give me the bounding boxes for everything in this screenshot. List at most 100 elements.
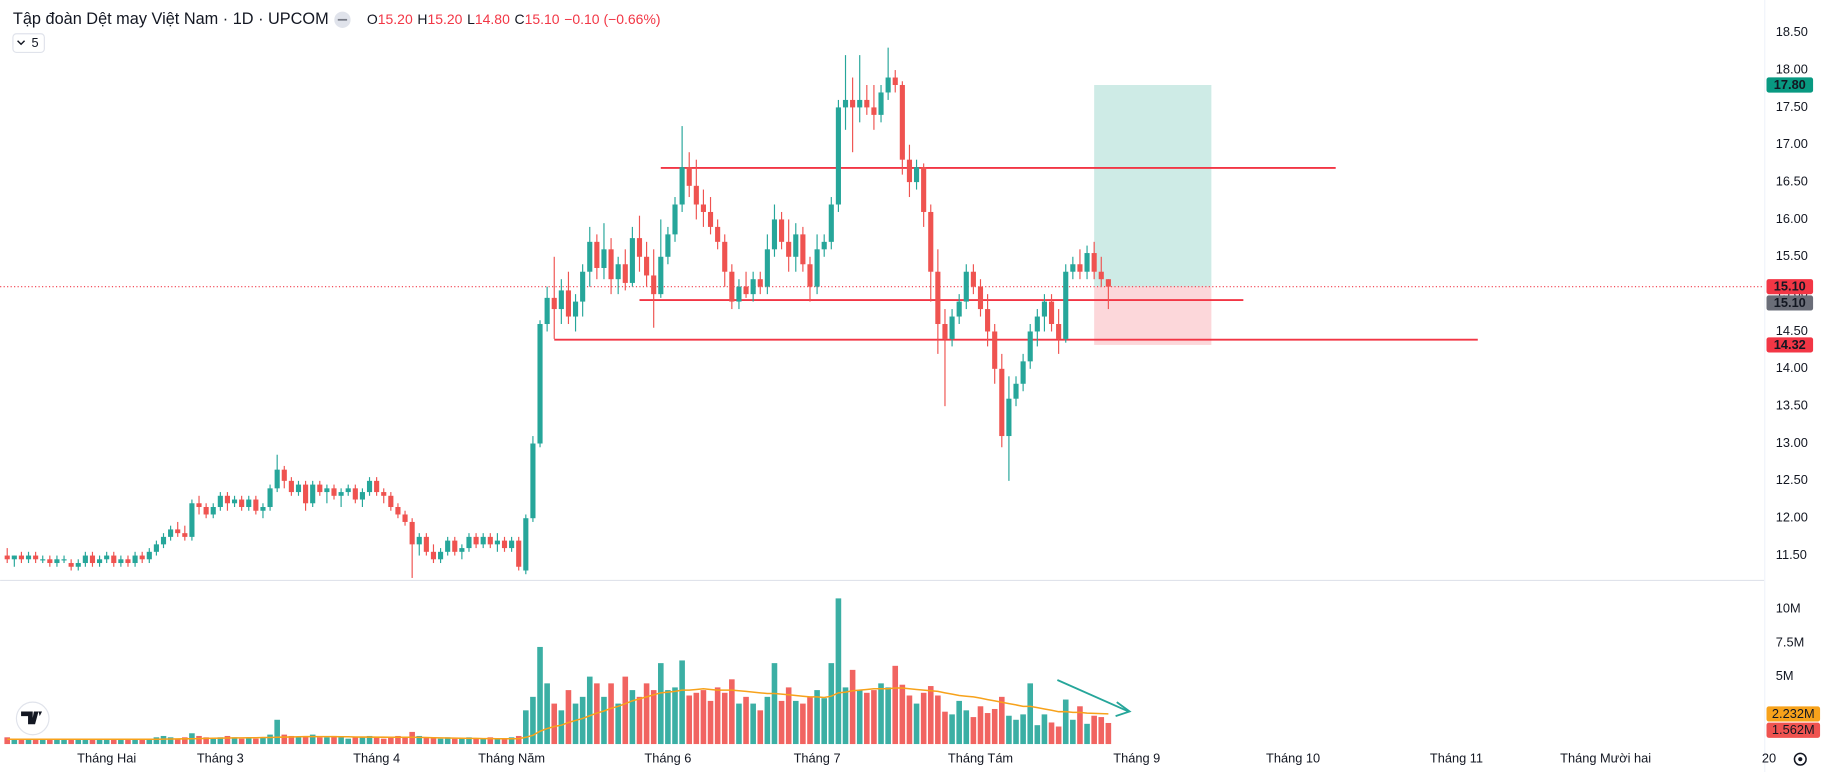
candle-body bbox=[118, 559, 124, 564]
volume-bar bbox=[871, 690, 877, 745]
candle-body bbox=[608, 249, 614, 280]
y-tick-label: 18.00 bbox=[1776, 61, 1808, 76]
volume-bar bbox=[672, 687, 678, 745]
volume-bar bbox=[1048, 722, 1055, 745]
candle-body bbox=[125, 559, 131, 564]
candle-body bbox=[1006, 398, 1012, 437]
candle-body bbox=[381, 492, 387, 496]
candle-body bbox=[587, 241, 593, 272]
x-tick-label: Tháng Hai bbox=[77, 751, 136, 766]
volume-bar bbox=[743, 696, 749, 745]
volume-bar bbox=[807, 696, 813, 745]
candle-body bbox=[203, 507, 209, 515]
logo-mark bbox=[21, 711, 43, 725]
candle-body bbox=[4, 555, 10, 560]
candle-body bbox=[54, 559, 60, 564]
volume-bar bbox=[324, 737, 330, 745]
volume-bar bbox=[494, 738, 501, 745]
x-tick-label: Tháng 3 bbox=[197, 751, 244, 766]
candle-body bbox=[189, 503, 195, 537]
candle-body bbox=[224, 495, 231, 504]
candle-body bbox=[239, 499, 245, 508]
volume-bar bbox=[977, 706, 984, 745]
candle-body bbox=[992, 331, 998, 369]
volume-bar bbox=[430, 737, 437, 745]
candle-body bbox=[949, 316, 955, 339]
volume-bar bbox=[39, 740, 46, 745]
indicator-count: 5 bbox=[32, 35, 39, 50]
change-value: −0.10 (−0.66%) bbox=[564, 10, 660, 26]
arrow-line bbox=[1057, 679, 1129, 713]
volume-bar bbox=[203, 737, 209, 745]
volume-bar bbox=[778, 700, 785, 745]
volume-bar bbox=[942, 711, 948, 745]
price-label-bg bbox=[1766, 337, 1814, 353]
candle-body bbox=[196, 503, 202, 508]
candle-body bbox=[61, 559, 67, 561]
volume-bar bbox=[700, 690, 707, 745]
volume-bar bbox=[1062, 699, 1069, 745]
candle-body bbox=[956, 301, 962, 317]
volume-bar bbox=[125, 740, 131, 745]
volume-bar bbox=[622, 676, 629, 745]
candle-body bbox=[537, 324, 543, 444]
settings-button[interactable] bbox=[1793, 752, 1807, 766]
price-label: 15.10 bbox=[1774, 279, 1806, 294]
candle-body bbox=[317, 484, 323, 493]
volume-bar bbox=[4, 737, 11, 745]
volume-bar bbox=[764, 696, 771, 745]
volume-bar bbox=[821, 698, 827, 745]
x-tick-label: 20 bbox=[1762, 751, 1776, 766]
volume-bar bbox=[224, 735, 231, 745]
candle-body bbox=[25, 555, 32, 560]
candle-body bbox=[1098, 271, 1104, 280]
candle-body bbox=[779, 219, 785, 242]
volume-bar bbox=[182, 737, 188, 745]
volume-bar bbox=[444, 737, 451, 745]
volume-bar bbox=[693, 692, 700, 745]
y-tick-label: 17.00 bbox=[1776, 136, 1808, 151]
ohlc-key: L bbox=[467, 10, 475, 26]
candle-body bbox=[438, 551, 444, 560]
candle-body bbox=[800, 234, 806, 265]
volume-bar bbox=[139, 738, 145, 745]
candle-body bbox=[715, 226, 721, 242]
candle-body bbox=[480, 536, 486, 545]
candle-body bbox=[1048, 301, 1055, 325]
candle-body bbox=[743, 286, 749, 295]
candle-body bbox=[928, 211, 934, 272]
volume-bar bbox=[309, 734, 316, 745]
volume-bar bbox=[849, 669, 856, 745]
candle-body bbox=[977, 286, 984, 310]
target-zone bbox=[1094, 84, 1212, 287]
candle-body bbox=[636, 238, 643, 257]
candle-body bbox=[864, 99, 870, 108]
candle-body bbox=[885, 77, 891, 93]
volume-bar bbox=[416, 735, 423, 745]
candle-body bbox=[338, 492, 344, 496]
candle-body bbox=[1020, 361, 1026, 384]
candle-body bbox=[111, 555, 117, 564]
candle-body bbox=[672, 204, 678, 235]
candle-body bbox=[757, 279, 763, 287]
volume-bar bbox=[913, 703, 920, 745]
candle-body bbox=[622, 264, 628, 283]
candle-body bbox=[899, 84, 905, 160]
volume-bar bbox=[402, 737, 408, 745]
volume-bar bbox=[665, 690, 671, 745]
volume-bar bbox=[835, 598, 842, 745]
indicator-toggle[interactable] bbox=[12, 33, 45, 53]
volume-bar bbox=[160, 735, 167, 745]
y-tick-label: 16.00 bbox=[1776, 211, 1808, 226]
candle-body bbox=[1013, 383, 1019, 399]
candle-body bbox=[494, 540, 500, 545]
candle-body bbox=[175, 529, 181, 534]
candle-body bbox=[89, 555, 96, 564]
volume-bar bbox=[132, 738, 138, 745]
volume-bar bbox=[217, 737, 224, 745]
volume-bar bbox=[110, 738, 117, 745]
ohlc-value: 14.80 bbox=[475, 10, 510, 26]
candle-body bbox=[274, 469, 280, 489]
volume-bar bbox=[68, 738, 74, 745]
volume-tick-label: 10M bbox=[1776, 601, 1801, 616]
